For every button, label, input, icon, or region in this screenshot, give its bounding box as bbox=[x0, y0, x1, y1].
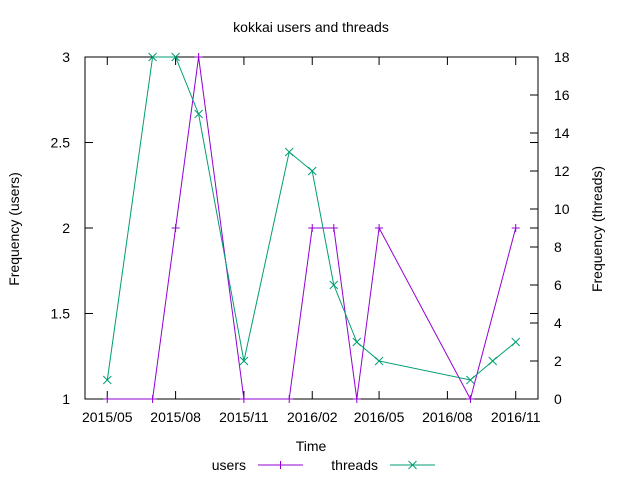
cross-marker bbox=[511, 337, 521, 347]
marker-stroke bbox=[102, 375, 112, 385]
plus-marker bbox=[329, 224, 338, 232]
y2-tick-label: 10 bbox=[554, 201, 570, 217]
y2-tick-label: 18 bbox=[554, 49, 570, 65]
y2-tick-label: 6 bbox=[554, 277, 562, 293]
x-axis-label: Time bbox=[296, 438, 327, 454]
y-tick-label: 1 bbox=[62, 391, 70, 407]
x-tick-label: 2015/11 bbox=[219, 409, 269, 425]
y2-tick-label: 8 bbox=[554, 239, 562, 255]
threads-line bbox=[106, 56, 517, 381]
y2-tick-label: 12 bbox=[554, 163, 570, 179]
users-legend-label: users bbox=[212, 457, 246, 473]
x-tick-label: 2016/05 bbox=[354, 409, 405, 425]
chart-title: kokkai users and threads bbox=[233, 19, 389, 35]
cross-marker bbox=[284, 147, 294, 157]
y2-axis-label: Frequency (threads) bbox=[589, 166, 605, 292]
marker-stroke bbox=[352, 337, 362, 347]
plus-marker bbox=[148, 395, 157, 403]
plus-marker bbox=[103, 395, 112, 403]
y2-tick-label: 16 bbox=[554, 87, 570, 103]
y-axis-label: Frequency (users) bbox=[6, 172, 22, 286]
cross-marker bbox=[329, 280, 339, 290]
y2-tick-label: 4 bbox=[554, 315, 562, 331]
cross-marker bbox=[352, 337, 362, 347]
plus-marker bbox=[352, 395, 361, 403]
marker-stroke bbox=[148, 52, 157, 62]
y-tick-label: 2 bbox=[62, 220, 70, 236]
plus-marker bbox=[171, 224, 180, 232]
cross-marker bbox=[102, 375, 112, 385]
cross-marker bbox=[148, 52, 157, 62]
plot-area-frame bbox=[84, 56, 539, 400]
x-axis-ticks: 2015/05 2015/08 2015/11 2016/02 2016/05 2016/… bbox=[82, 57, 541, 425]
x-tick-label: 2015/05 bbox=[82, 409, 133, 425]
y-tick-label: 2.5 bbox=[51, 135, 71, 151]
legend: users threads bbox=[212, 457, 435, 473]
marker-stroke bbox=[374, 356, 384, 366]
cross-marker bbox=[466, 375, 475, 385]
plus-marker bbox=[466, 395, 475, 403]
marker-stroke bbox=[171, 52, 180, 62]
marker-stroke bbox=[239, 356, 249, 366]
plus-marker bbox=[511, 224, 520, 232]
plus-marker bbox=[276, 461, 285, 469]
plus-marker bbox=[308, 224, 317, 232]
cross-marker bbox=[408, 460, 417, 470]
marker-stroke bbox=[488, 356, 498, 366]
plus-marker bbox=[239, 395, 248, 403]
marker-stroke bbox=[408, 460, 417, 470]
y2-tick-label: 2 bbox=[554, 353, 562, 369]
y2-tick-label: 0 bbox=[554, 391, 562, 407]
cross-marker bbox=[239, 356, 249, 366]
x-tick-label: 2016/02 bbox=[287, 409, 338, 425]
marker-stroke bbox=[284, 147, 294, 157]
cross-marker bbox=[171, 52, 180, 62]
marker-stroke bbox=[194, 109, 203, 119]
y2-tick-label: 14 bbox=[554, 125, 570, 141]
plus-marker bbox=[375, 224, 384, 232]
y-tick-label: 1.5 bbox=[51, 306, 71, 322]
marker-stroke bbox=[307, 166, 317, 176]
marker-stroke bbox=[466, 375, 475, 385]
cross-marker bbox=[488, 356, 498, 366]
marker-stroke bbox=[511, 337, 521, 347]
right-axis-ticks: 0 2 4 6 8 10 12 14 16 18 bbox=[530, 49, 570, 407]
cross-marker bbox=[194, 109, 203, 119]
plus-marker bbox=[194, 53, 203, 61]
series-layer bbox=[102, 52, 521, 403]
threads-legend-label: threads bbox=[331, 457, 378, 473]
left-axis-ticks: 1 1.5 2 2.5 3 bbox=[51, 49, 538, 407]
users-line bbox=[107, 56, 517, 401]
marker-stroke bbox=[329, 280, 339, 290]
x-tick-label: 2015/08 bbox=[150, 409, 201, 425]
plus-marker bbox=[285, 395, 294, 403]
cross-marker bbox=[374, 356, 384, 366]
y-tick-label: 3 bbox=[62, 49, 70, 65]
x-tick-label: 2016/11 bbox=[491, 409, 541, 425]
cross-marker bbox=[307, 166, 317, 176]
x-tick-label: 2016/08 bbox=[422, 409, 473, 425]
